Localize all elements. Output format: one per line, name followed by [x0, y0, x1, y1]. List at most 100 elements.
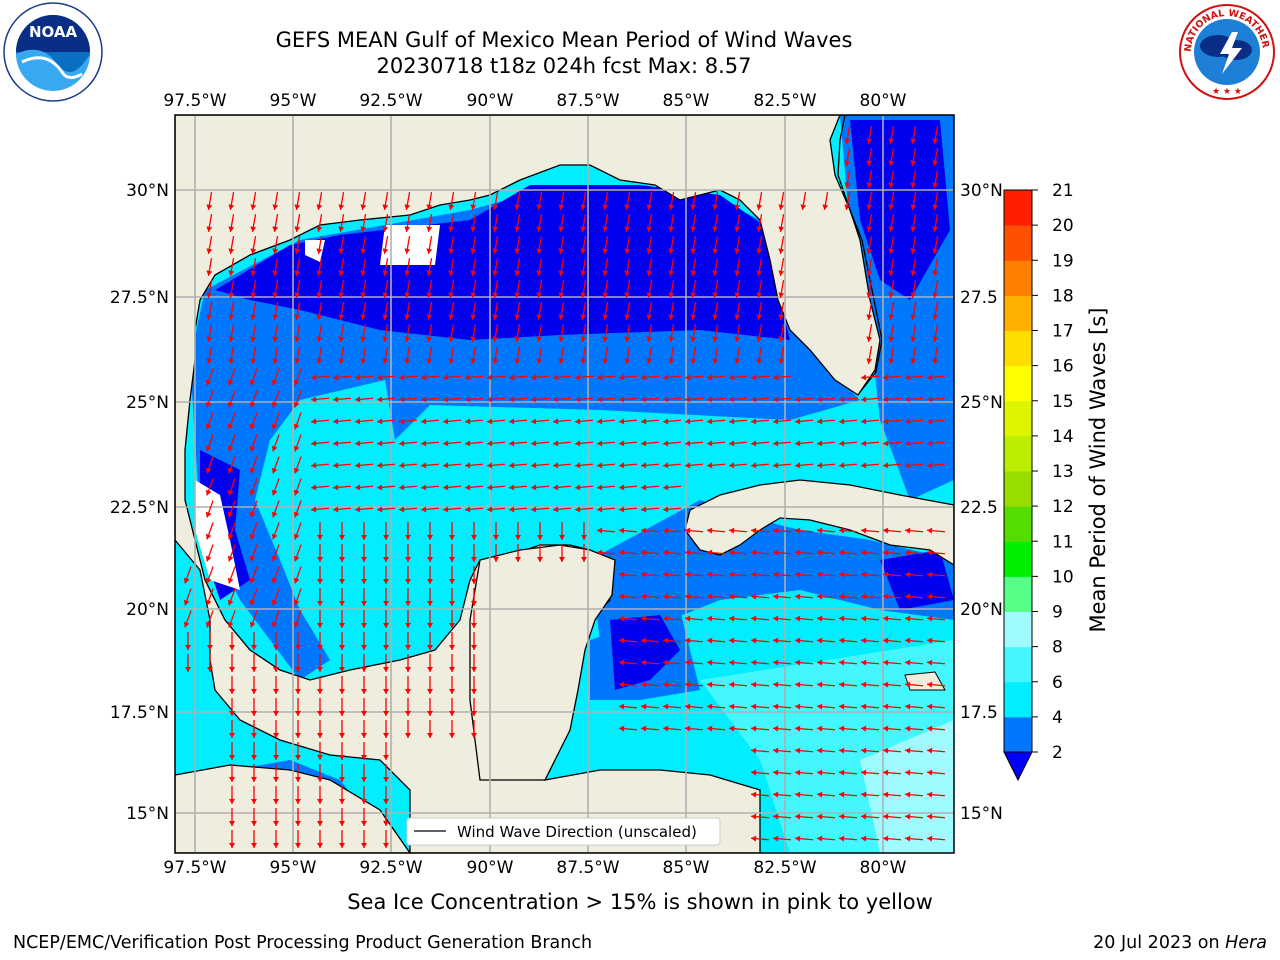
lon-tick-bottom: 97.5°W	[163, 858, 226, 878]
wind-wave-arrow	[772, 791, 792, 798]
wind-wave-arrow	[904, 813, 924, 820]
wind-wave-arrow	[426, 280, 433, 298]
colorbar-segment	[1004, 190, 1032, 226]
wind-wave-arrow	[339, 632, 345, 650]
wind-wave-arrow	[866, 126, 873, 144]
wind-wave-arrow	[860, 791, 880, 798]
wind-wave-arrow	[271, 610, 280, 628]
wind-wave-arrow	[427, 676, 433, 694]
wind-wave-arrow	[404, 192, 411, 210]
wind-wave-arrow	[404, 236, 411, 254]
wind-wave-arrow	[360, 280, 367, 298]
wind-wave-arrow	[888, 236, 895, 254]
wind-wave-arrow	[772, 571, 792, 578]
wind-wave-arrow	[251, 632, 257, 650]
wind-wave-arrow	[317, 764, 323, 782]
wind-wave-arrow	[376, 374, 396, 381]
wind-wave-arrow	[904, 835, 924, 842]
wind-wave-arrow	[383, 764, 389, 782]
map-legend: Wind Wave Direction (unscaled)	[406, 817, 721, 846]
wind-wave-arrow	[427, 566, 433, 584]
wind-wave-arrow	[492, 192, 499, 210]
wind-wave-arrow	[183, 610, 192, 628]
wind-wave-arrow	[734, 324, 741, 342]
wind-wave-arrow	[838, 791, 858, 798]
wind-wave-arrow	[426, 236, 433, 254]
wind-wave-arrow	[338, 214, 345, 232]
wind-wave-arrow	[508, 396, 528, 403]
wind-wave-arrow	[706, 527, 726, 534]
wind-wave-arrow	[778, 324, 785, 342]
wind-wave-arrow	[712, 192, 719, 210]
wind-wave-arrow	[486, 418, 506, 425]
wind-wave-arrow	[250, 302, 257, 320]
wind-wave-arrow	[838, 549, 858, 556]
wind-wave-arrow	[317, 720, 323, 738]
wind-wave-arrow	[486, 374, 506, 381]
wind-wave-arrow	[376, 484, 396, 491]
wind-wave-arrow	[662, 484, 682, 491]
wind-wave-arrow	[294, 214, 301, 232]
colorbar: 2 4 6 8 9 10 11 12 13 14 15 16 17 18 19 20 21	[1003, 181, 1074, 782]
wind-wave-arrow	[888, 214, 895, 232]
wind-wave-arrow	[316, 324, 323, 342]
wind-wave-arrow	[910, 302, 917, 320]
lon-tick-top: 92.5°W	[359, 91, 422, 111]
wind-wave-arrow	[706, 615, 726, 622]
wind-wave-arrow	[706, 703, 726, 710]
wind-wave-arrow	[339, 588, 345, 606]
wind-wave-arrow	[750, 615, 770, 622]
wind-wave-arrow	[361, 720, 367, 738]
wind-wave-arrow	[250, 280, 257, 298]
map-frame	[174, 114, 955, 854]
wind-wave-arrow	[316, 214, 323, 232]
colorbar-tick: 10	[1052, 567, 1074, 587]
wind-wave-arrow	[427, 720, 433, 738]
wind-wave-arrow	[750, 418, 770, 425]
colorbar-segment	[1004, 681, 1032, 718]
wind-wave-arrow	[514, 280, 521, 298]
wind-wave-arrow	[514, 192, 521, 210]
wind-wave-arrow	[926, 835, 946, 842]
wind-wave-arrow	[339, 654, 345, 672]
wind-wave-arrow	[860, 462, 880, 469]
wind-wave-arrow	[361, 676, 367, 694]
wind-wave-arrow	[668, 280, 675, 298]
wind-wave-arrow	[838, 659, 858, 666]
wind-wave-arrow	[383, 742, 389, 760]
wind-wave-arrow	[728, 527, 748, 534]
lon-tick-top: 95°W	[270, 91, 317, 111]
wind-wave-arrow	[273, 742, 279, 760]
wind-wave-arrow	[750, 769, 770, 776]
florida-coastline	[837, 115, 883, 393]
wind-wave-arrow	[229, 742, 235, 760]
colorbar-segment	[1004, 295, 1032, 331]
wind-wave-arrow	[508, 484, 528, 491]
wind-wave-arrow	[249, 412, 258, 430]
wind-wave-arrow	[404, 258, 411, 276]
wind-wave-arrow	[382, 192, 389, 210]
wind-wave-arrow	[471, 720, 477, 738]
wind-wave-arrow	[816, 769, 836, 776]
wind-wave-arrow	[227, 478, 236, 496]
wind-wave-arrow	[530, 506, 550, 513]
wind-wave-arrow	[668, 258, 675, 276]
wind-wave-arrow	[448, 236, 455, 254]
wind-wave-arrow	[530, 484, 550, 491]
wind-wave-arrow	[926, 681, 946, 688]
wind-wave-arrow	[251, 698, 257, 716]
wind-wave-arrow	[772, 418, 792, 425]
lon-tick-bottom: 80°W	[860, 858, 907, 878]
wind-wave-arrow	[860, 374, 880, 381]
wind-wave-arrow	[361, 588, 367, 606]
wind-wave-arrow	[756, 324, 763, 342]
wind-wave-arrow	[574, 484, 594, 491]
wind-wave-arrow	[332, 418, 352, 425]
colorbar-segment	[1004, 400, 1032, 437]
wind-wave-arrow	[866, 302, 873, 320]
wind-wave-arrow	[712, 302, 719, 320]
wind-wave-arrow	[728, 703, 748, 710]
wind-wave-arrow	[618, 681, 638, 688]
wind-wave-arrow	[706, 681, 726, 688]
wind-wave-arrow	[293, 588, 302, 606]
